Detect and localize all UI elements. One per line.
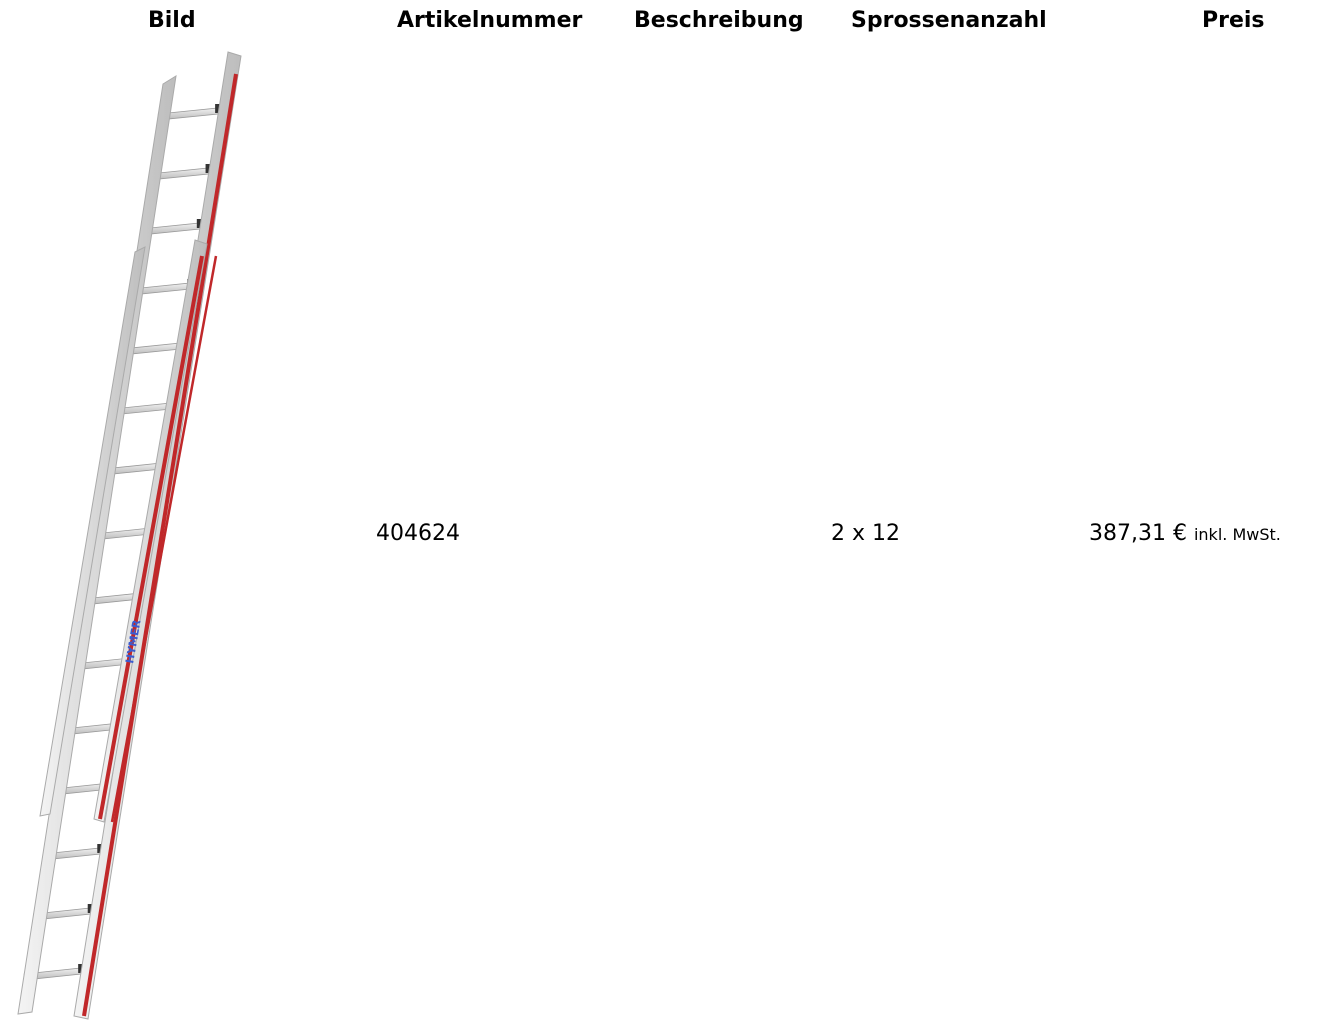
rung-cap	[78, 964, 84, 973]
front-left-rail	[39, 246, 146, 817]
article-number-cell: 404624	[376, 521, 460, 546]
rung-cap	[97, 844, 103, 853]
rear-red-stripe	[82, 73, 238, 1017]
price-note: inkl. MwSt.	[1193, 525, 1281, 544]
rung-cap	[205, 164, 211, 173]
header-rung-count: Sprossenanzahl	[851, 8, 1047, 33]
header-description: Beschreibung	[634, 8, 804, 33]
header-article-number: Artikelnummer	[397, 8, 583, 33]
product-image[interactable]: HYMER	[0, 44, 290, 1021]
header-price: Preis	[1202, 8, 1265, 33]
rung-cap	[215, 104, 221, 113]
price-cell: 387,31 € inkl. MwSt.	[1089, 519, 1281, 550]
front-red-stripe	[98, 255, 204, 820]
price-value: 387,31 €	[1089, 521, 1187, 546]
rung-count-cell: 2 x 12	[831, 521, 900, 546]
front-red-stripe-2	[110, 255, 218, 823]
rung-cap	[87, 904, 93, 913]
header-image: Bild	[148, 8, 196, 33]
rung-cap	[196, 219, 202, 228]
